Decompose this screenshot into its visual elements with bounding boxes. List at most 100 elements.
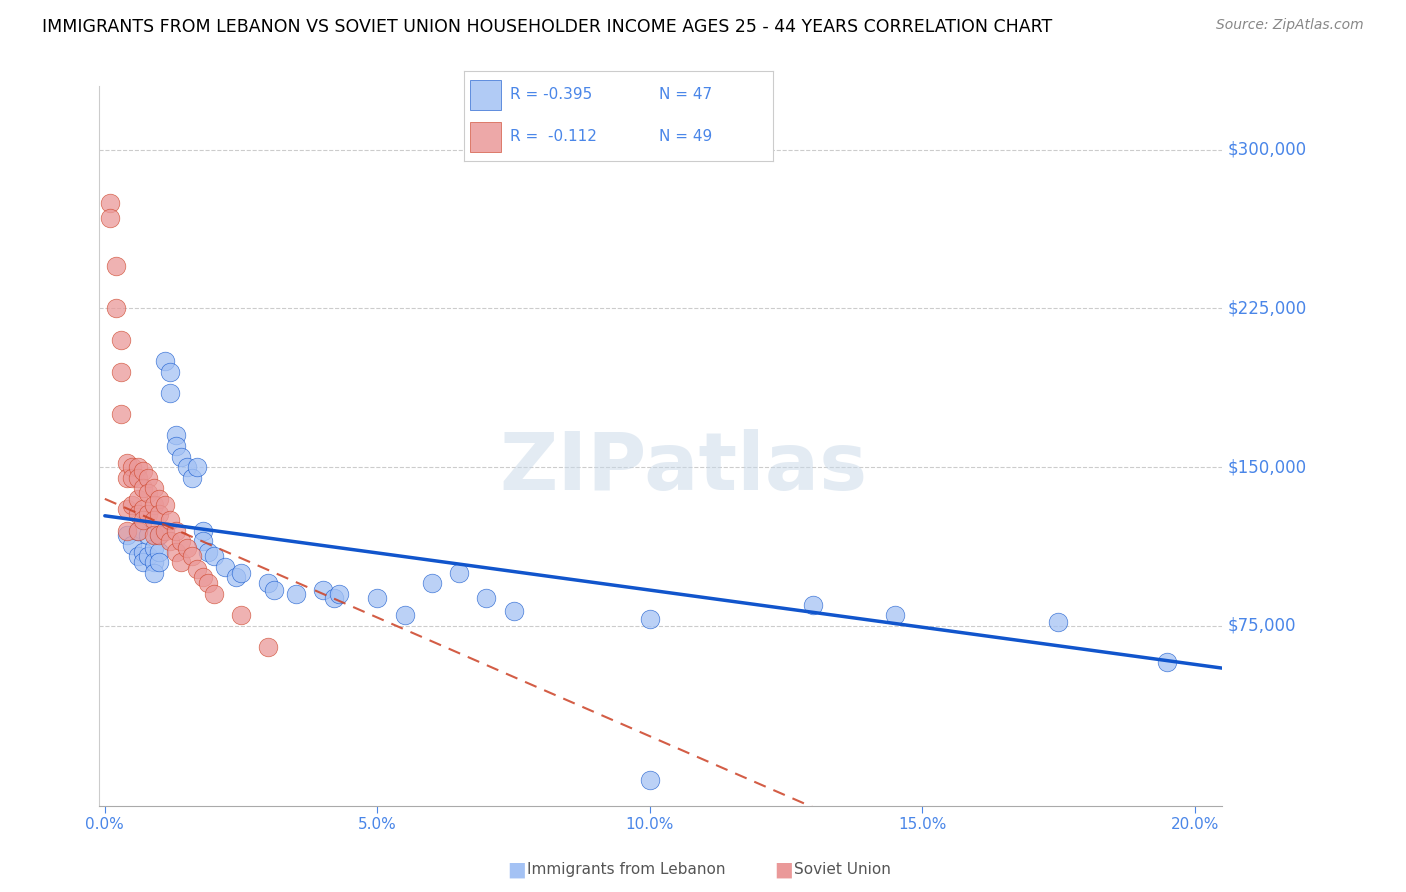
Point xyxy=(638,612,661,626)
Point xyxy=(394,608,416,623)
Point xyxy=(142,555,165,569)
Point xyxy=(229,608,252,623)
Point xyxy=(181,549,204,563)
Text: $75,000: $75,000 xyxy=(1227,616,1296,635)
Text: R = -0.395: R = -0.395 xyxy=(510,87,592,103)
Point xyxy=(159,365,181,379)
Point xyxy=(186,460,208,475)
Point xyxy=(148,545,170,559)
Point xyxy=(502,604,524,618)
Point xyxy=(110,333,132,347)
Point xyxy=(142,541,165,555)
Point xyxy=(165,545,187,559)
Point xyxy=(148,491,170,506)
Text: Immigrants from Lebanon: Immigrants from Lebanon xyxy=(527,863,725,877)
Point xyxy=(110,407,132,421)
Point xyxy=(142,528,165,542)
Point xyxy=(176,460,198,475)
Text: Source: ZipAtlas.com: Source: ZipAtlas.com xyxy=(1216,18,1364,32)
Text: ZIPatlas: ZIPatlas xyxy=(499,428,868,507)
Point xyxy=(263,582,285,597)
Point xyxy=(165,439,187,453)
Point xyxy=(181,471,204,485)
Point xyxy=(138,485,160,500)
Point xyxy=(115,502,138,516)
Point xyxy=(115,524,138,538)
Point xyxy=(127,524,149,538)
Point xyxy=(153,498,176,512)
Point xyxy=(148,528,170,542)
Point xyxy=(121,538,143,552)
Point xyxy=(121,460,143,475)
Point xyxy=(153,354,176,368)
Point xyxy=(132,513,155,527)
Point xyxy=(148,507,170,521)
Point xyxy=(98,211,121,225)
Text: Soviet Union: Soviet Union xyxy=(794,863,891,877)
Point xyxy=(638,773,661,788)
Point xyxy=(312,582,335,597)
Point xyxy=(159,534,181,549)
Text: ▪: ▪ xyxy=(506,855,527,884)
Point xyxy=(127,507,149,521)
Point xyxy=(191,534,214,549)
Point xyxy=(142,566,165,580)
Point xyxy=(170,450,193,464)
Point xyxy=(138,528,160,542)
Point xyxy=(257,576,280,591)
Point xyxy=(153,524,176,538)
Point xyxy=(138,507,160,521)
Point xyxy=(447,566,470,580)
Point xyxy=(121,471,143,485)
Point xyxy=(104,259,127,273)
Point xyxy=(328,587,350,601)
Point xyxy=(98,195,121,210)
Point xyxy=(132,464,155,478)
Point xyxy=(115,528,138,542)
Text: IMMIGRANTS FROM LEBANON VS SOVIET UNION HOUSEHOLDER INCOME AGES 25 - 44 YEARS CO: IMMIGRANTS FROM LEBANON VS SOVIET UNION … xyxy=(42,18,1053,36)
Point xyxy=(132,502,155,516)
Point xyxy=(1156,655,1178,669)
Point xyxy=(127,471,149,485)
Point xyxy=(214,559,236,574)
Point xyxy=(127,524,149,538)
Point xyxy=(132,481,155,495)
Point xyxy=(366,591,388,606)
Point xyxy=(127,491,149,506)
Point xyxy=(1047,615,1070,629)
Point xyxy=(165,524,187,538)
Point xyxy=(127,460,149,475)
Text: N = 47: N = 47 xyxy=(659,87,711,103)
Point xyxy=(284,587,307,601)
Point xyxy=(121,498,143,512)
Point xyxy=(159,386,181,401)
Text: $150,000: $150,000 xyxy=(1227,458,1306,476)
FancyBboxPatch shape xyxy=(470,80,501,110)
Point xyxy=(197,545,219,559)
Text: R =  -0.112: R = -0.112 xyxy=(510,129,598,145)
Point xyxy=(884,608,907,623)
Text: $225,000: $225,000 xyxy=(1227,300,1306,318)
Point xyxy=(165,428,187,442)
Point xyxy=(202,587,225,601)
Point xyxy=(191,524,214,538)
Point xyxy=(170,534,193,549)
Point xyxy=(132,555,155,569)
Point xyxy=(148,528,170,542)
Point xyxy=(197,576,219,591)
Point xyxy=(127,549,149,563)
Point xyxy=(191,570,214,584)
Point xyxy=(475,591,498,606)
Point xyxy=(202,549,225,563)
Point xyxy=(104,301,127,316)
Point xyxy=(170,555,193,569)
Point xyxy=(257,640,280,654)
Point xyxy=(322,591,344,606)
Point xyxy=(138,549,160,563)
Point xyxy=(229,566,252,580)
Point xyxy=(176,541,198,555)
Text: ▪: ▪ xyxy=(773,855,794,884)
Point xyxy=(225,570,247,584)
Point xyxy=(159,513,181,527)
Point xyxy=(801,598,824,612)
